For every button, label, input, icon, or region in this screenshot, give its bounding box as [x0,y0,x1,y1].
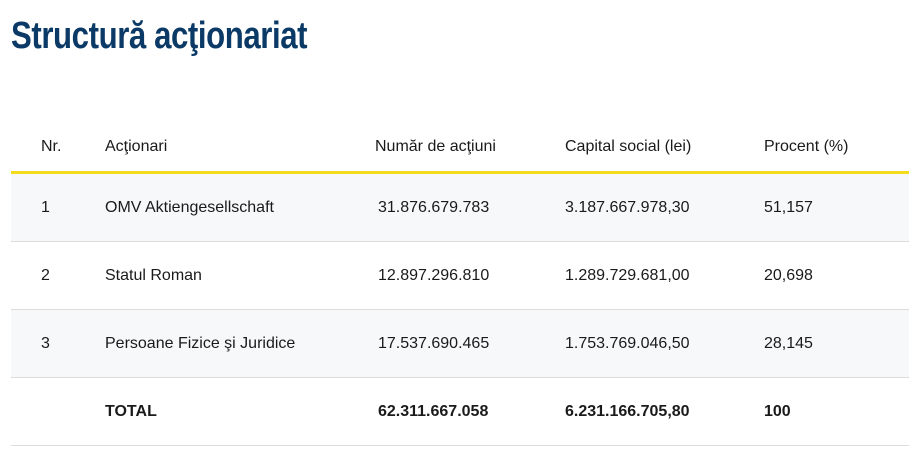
page-title: Structură acţionariat [11,15,308,57]
row-nr: 3 [41,335,50,352]
row-nr: 1 [41,199,50,216]
table-row: 1 OMV Aktiengesellschaft 31.876.679.783 … [11,174,909,242]
row-nr: 2 [41,267,50,284]
table-header-row: Nr. Acţionari Număr de acţiuni Capital s… [11,121,909,174]
row-shareholder: OMV Aktiengesellschaft [105,199,274,216]
row-percent: 51,157 [764,199,813,216]
total-shares: 62.311.667.058 [378,403,489,420]
header-shareholders: Acţionari [105,138,168,155]
table-row: 2 Statul Roman 12.897.296.810 1.289.729.… [11,242,909,310]
shareholder-table: Nr. Acţionari Număr de acţiuni Capital s… [11,121,909,446]
row-percent: 20,698 [764,267,813,284]
row-shares: 17.537.690.465 [378,335,490,352]
row-percent: 28,145 [764,335,813,352]
row-capital: 1.753.769.046,50 [565,335,690,352]
header-capital: Capital social (lei) [565,138,692,155]
header-shares: Număr de acţiuni [375,138,496,155]
row-shareholder: Statul Roman [105,267,202,284]
table-row: 3 Persoane Fizice şi Juridice 17.537.690… [11,310,909,378]
header-nr: Nr. [41,138,62,155]
row-shares: 12.897.296.810 [378,267,490,284]
total-capital: 6.231.166.705,80 [565,403,690,420]
row-shares: 31.876.679.783 [378,199,490,216]
table-total-row: TOTAL 62.311.667.058 6.231.166.705,80 10… [11,378,909,446]
row-shareholder: Persoane Fizice şi Juridice [105,335,296,352]
row-capital: 3.187.667.978,30 [565,199,690,216]
total-percent: 100 [764,403,791,420]
total-label: TOTAL [105,403,157,420]
header-percent: Procent (%) [764,138,849,155]
row-capital: 1.289.729.681,00 [565,267,690,284]
